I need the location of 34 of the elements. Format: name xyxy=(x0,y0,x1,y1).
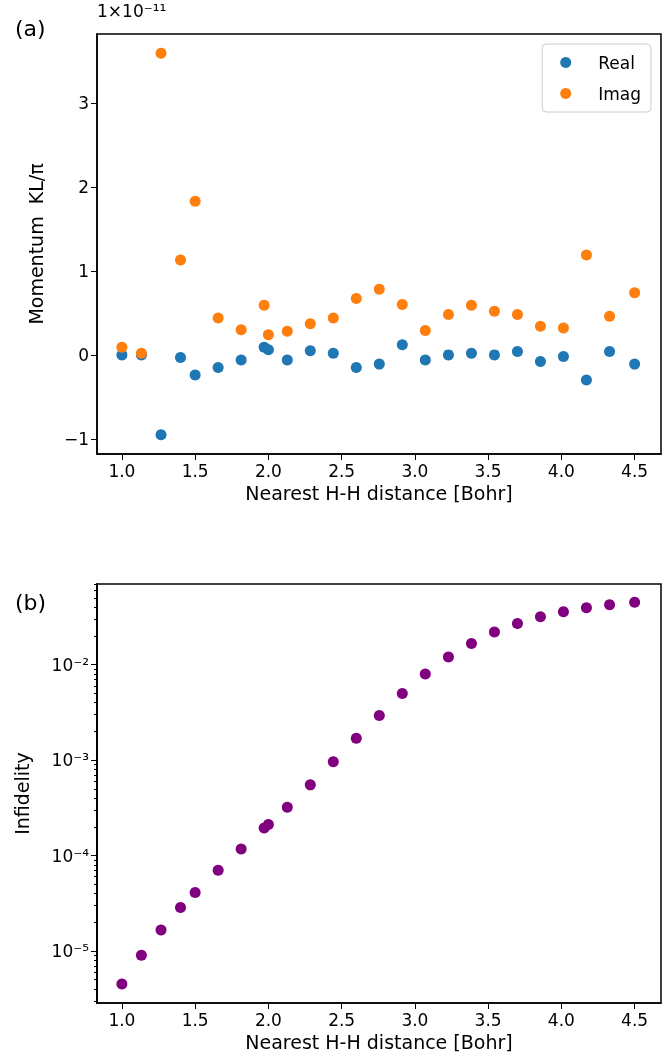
y-axis-title: Momentum KL/π xyxy=(24,163,47,325)
chart-title: (b) xyxy=(15,589,47,615)
x-tick-label: 2.0 xyxy=(254,1009,282,1030)
y-tick-label: 10⁻⁵ xyxy=(51,940,89,961)
y-tick-label: −1 xyxy=(63,428,89,449)
x-axis-title: Nearest H-H distance [Bohr] xyxy=(245,1031,513,1054)
x-tick-label: 3.5 xyxy=(474,1009,502,1030)
x-tick-label: 2.5 xyxy=(328,460,356,481)
legend-label: Real xyxy=(598,52,635,73)
x-tick-label: 1.0 xyxy=(108,460,136,481)
chart-title: (a) xyxy=(15,15,46,41)
y-tick-label: 10⁻⁴ xyxy=(51,845,90,866)
x-axis-title: Nearest H-H distance [Bohr] xyxy=(245,482,513,505)
y-tick-label: 0 xyxy=(78,344,89,365)
y-tick-label: 10⁻³ xyxy=(51,750,89,771)
x-tick-label: 1.5 xyxy=(181,460,209,481)
y-tick-label: 2 xyxy=(78,176,89,197)
y-axis-title: Infidelity xyxy=(10,752,33,835)
legend-label: Imag xyxy=(598,83,642,104)
x-tick-label: 1.0 xyxy=(108,1009,136,1030)
x-tick-label: 3.5 xyxy=(474,460,502,481)
x-tick-label: 1.5 xyxy=(181,1009,209,1030)
x-tick-label: 4.5 xyxy=(621,460,649,481)
y-tick-label: 10⁻² xyxy=(51,654,89,675)
y-tick-label: 3 xyxy=(78,92,89,113)
x-tick-label: 2.0 xyxy=(254,460,282,481)
x-tick-label: 3.0 xyxy=(401,460,429,481)
y-tick-label: 1 xyxy=(78,260,89,281)
x-tick-label: 4.0 xyxy=(547,460,575,481)
text: 1×10⁻¹¹ xyxy=(97,0,167,21)
x-tick-label: 4.5 xyxy=(621,1009,649,1030)
x-tick-label: 4.0 xyxy=(547,1009,575,1030)
x-tick-label: 2.5 xyxy=(328,1009,356,1030)
x-tick-label: 3.0 xyxy=(401,1009,429,1030)
